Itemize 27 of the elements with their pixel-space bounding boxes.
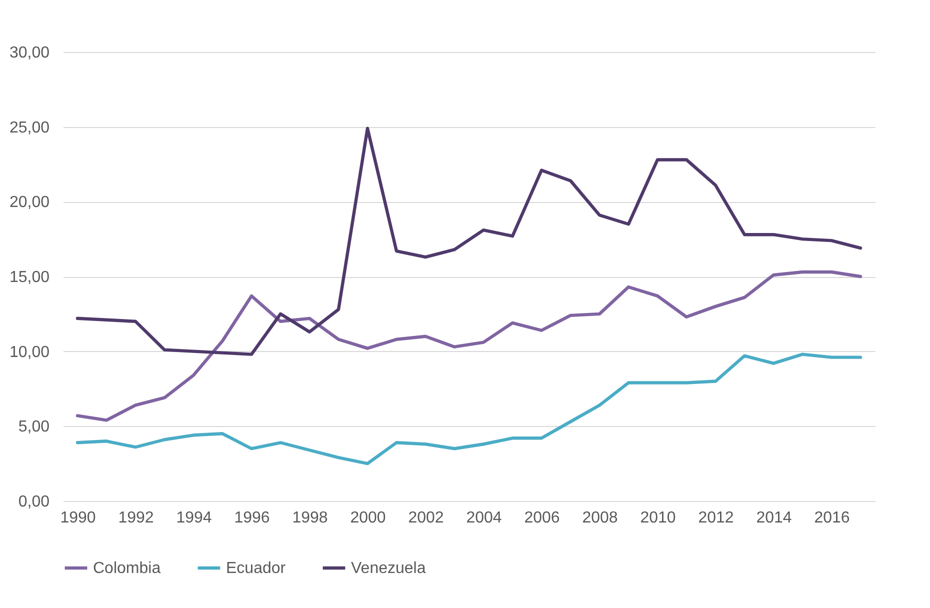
x-tick-label: 1996 bbox=[234, 510, 270, 526]
x-tick-label: 2006 bbox=[524, 510, 560, 526]
y-tick-label: 30,00 bbox=[9, 44, 50, 62]
y-tick-label: 15,00 bbox=[9, 269, 50, 286]
x-tick-label: 1992 bbox=[118, 510, 154, 526]
x-tick-label: 2000 bbox=[350, 510, 386, 526]
x-tick-label: 2012 bbox=[698, 510, 734, 526]
x-tick-label: 1998 bbox=[292, 510, 328, 526]
x-tick-label: 2002 bbox=[408, 510, 444, 526]
x-tick-label: 2016 bbox=[814, 510, 850, 526]
line-series bbox=[76, 126, 862, 356]
x-tick-label: 2008 bbox=[582, 510, 618, 526]
x-tick-label: 2010 bbox=[640, 510, 676, 526]
line-series bbox=[76, 352, 862, 466]
line-series bbox=[76, 270, 862, 422]
x-tick-label: 2014 bbox=[756, 510, 792, 526]
y-tick-label: 5,00 bbox=[18, 418, 50, 436]
y-tick-label: 10,00 bbox=[9, 344, 50, 361]
x-tick-label: 1994 bbox=[176, 510, 212, 526]
y-tick-label: 20,00 bbox=[9, 194, 50, 212]
y-tick-label: 0,00 bbox=[18, 494, 50, 510]
legend-label: Ecuador bbox=[226, 560, 286, 577]
y-tick-label: 25,00 bbox=[9, 119, 50, 136]
legend-label: Venezuela bbox=[351, 560, 426, 577]
x-tick-label: 2004 bbox=[466, 510, 502, 526]
x-tick-label: 1990 bbox=[60, 510, 96, 526]
legend-label: Colombia bbox=[93, 560, 161, 577]
